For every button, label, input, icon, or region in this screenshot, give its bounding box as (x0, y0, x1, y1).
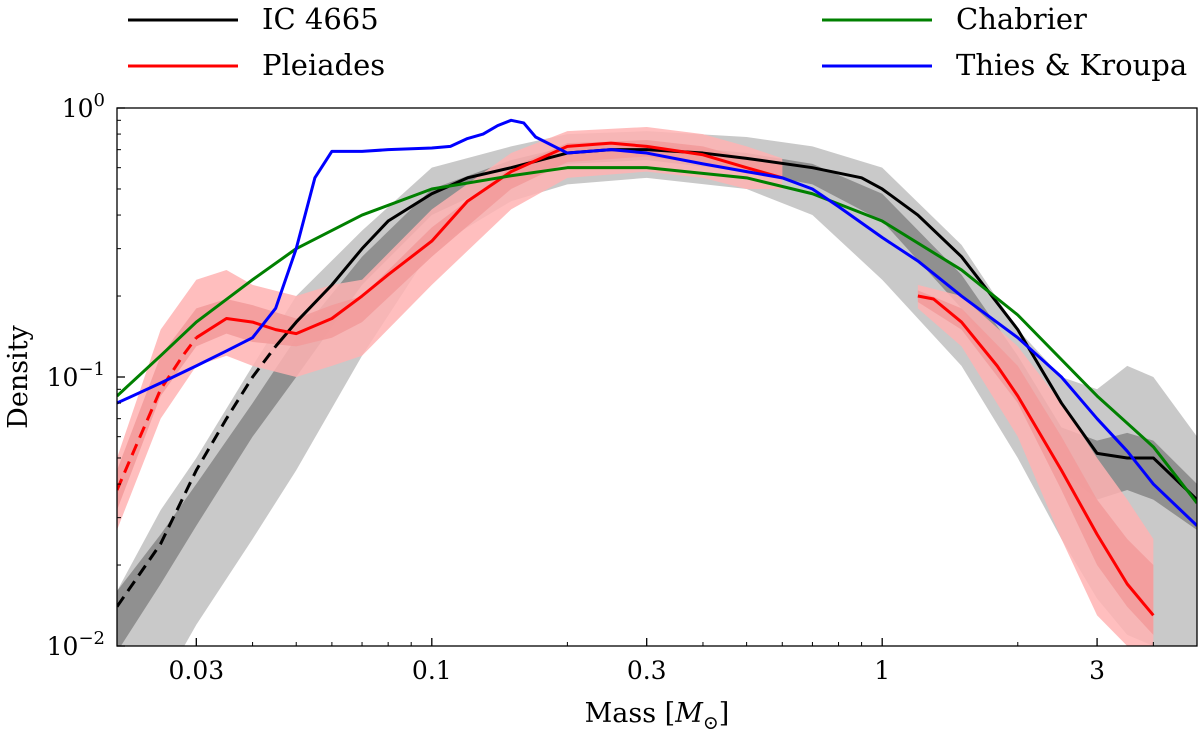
y-tick-label: 10−1 (47, 359, 105, 392)
legend-entry-chabrier: Chabrier (822, 2, 1087, 36)
legend-entry-thies-kroupa: Thies & Kroupa (822, 48, 1187, 82)
legend-label-pleiades: Pleiades (262, 48, 385, 82)
y-axis-label: Density (3, 324, 34, 428)
series-lines (117, 118, 1197, 617)
legend: IC 4665 Pleiades Chabrier Thies & Kroupa (128, 2, 1187, 82)
y-tick-label: 100 (62, 90, 105, 123)
axis-ticks: 0.03 0.1 0.3 1 3 100 10−1 10−2 (47, 90, 1198, 685)
uncertainty-bands (117, 126, 1197, 646)
legend-label-chabrier: Chabrier (956, 2, 1087, 36)
series-line-pleiades-high-mass (917, 294, 1155, 617)
x-tick-label: 1 (874, 656, 890, 685)
series-line-ic-4665 (274, 148, 1197, 501)
series-line-pleiades-extrapolated (117, 336, 198, 491)
y-tick-label: 10−2 (47, 628, 105, 661)
x-tick-label: 0.1 (412, 656, 452, 685)
x-tick-label: 3 (1089, 656, 1105, 685)
series-line-ic-4665-extrapolated (117, 345, 277, 608)
legend-entry-ic4665: IC 4665 (128, 2, 379, 36)
band-pleiades-high-mass-inner-band (917, 290, 1154, 635)
legend-entry-pleiades: Pleiades (128, 48, 385, 82)
series-line-chabrier (117, 166, 1197, 504)
x-tick-label: 0.03 (168, 656, 224, 685)
series-line-thies-kroupa (117, 118, 1197, 527)
band-pleiades-inner-band (117, 140, 783, 511)
legend-label-thies-kroupa: Thies & Kroupa (956, 48, 1187, 82)
legend-label-ic4665: IC 4665 (262, 2, 379, 36)
x-tick-label: 0.3 (627, 656, 667, 685)
series-line-pleiades (195, 141, 783, 339)
x-axis-label: Mass [M⊙] (585, 698, 730, 732)
